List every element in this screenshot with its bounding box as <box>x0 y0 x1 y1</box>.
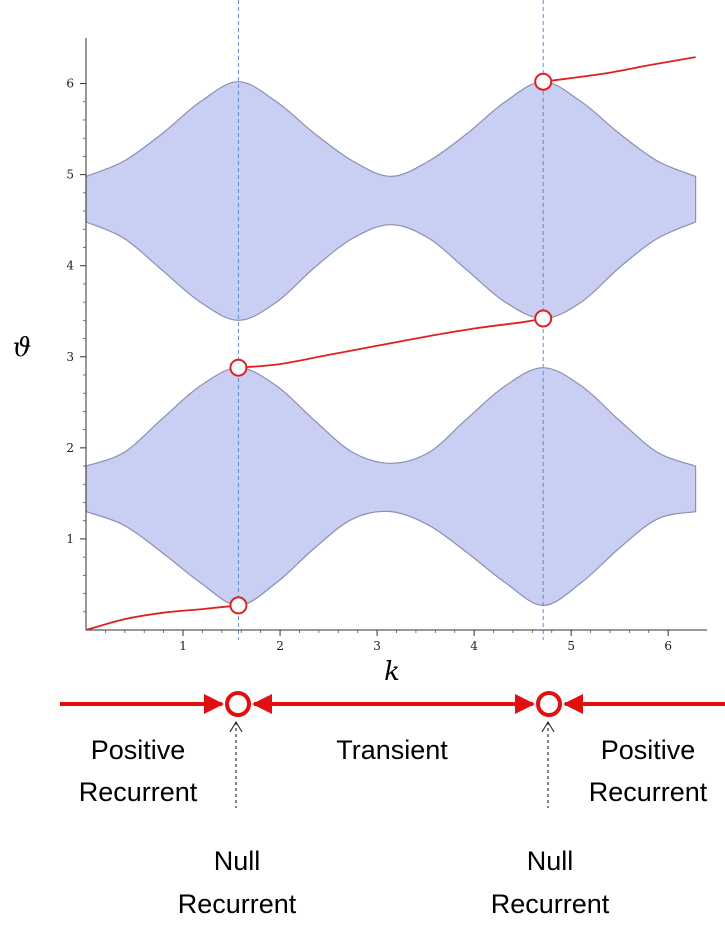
x-tick-label-1: 1 <box>179 639 187 653</box>
y-tick-label-3: 3 <box>66 350 74 364</box>
y-tick-label-5: 5 <box>66 168 74 182</box>
x-tick-label-5: 5 <box>567 639 575 653</box>
y-tick-label-6: 6 <box>66 77 74 91</box>
null-pointer-left-head <box>229 720 243 733</box>
null-point-left <box>225 691 251 717</box>
x-tick-label-6: 6 <box>664 639 672 653</box>
null-left-line1: Null <box>214 846 261 876</box>
band-edge-marker-4 <box>534 72 553 91</box>
null-point-right <box>536 691 562 717</box>
y-tick-label-1: 1 <box>66 532 74 546</box>
eigen-curve-1 <box>85 604 239 631</box>
eigen-curve-3 <box>543 56 696 83</box>
curves-layer <box>85 56 696 631</box>
y-axis-label: ϑ <box>13 333 32 363</box>
region-right-line1: Positive <box>601 735 696 765</box>
band-edge-marker-3 <box>534 309 553 328</box>
axes-layer: 1 2 3 4 5 6 1 2 3 4 5 6 <box>66 38 707 653</box>
null-right-line1: Null <box>527 846 574 876</box>
x-axis-label: k <box>384 657 400 687</box>
band-edge-marker-2 <box>229 358 248 377</box>
y-tick-label-2: 2 <box>66 441 74 455</box>
vlines-layer <box>237 0 544 640</box>
null-right-line2: Recurrent <box>491 889 610 919</box>
band-edge-marker-1 <box>229 596 248 615</box>
region-middle-line1: Transient <box>336 735 448 765</box>
region-labels: Positive Recurrent Transient Positive Re… <box>79 735 708 919</box>
region-left-line1: Positive <box>91 735 186 765</box>
markers-layer <box>229 72 553 615</box>
null-pointer-right-head <box>541 720 555 733</box>
phase-line <box>60 691 725 808</box>
region-left-line2: Recurrent <box>79 777 198 807</box>
x-tick-label-3: 3 <box>373 639 381 653</box>
region-right-line2: Recurrent <box>589 777 708 807</box>
band-2 <box>85 81 697 321</box>
null-left-line2: Recurrent <box>178 889 297 919</box>
x-tick-label-2: 2 <box>276 639 284 653</box>
band-1 <box>85 367 697 607</box>
plot-area: 1 2 3 4 5 6 1 2 3 4 5 6 <box>66 0 707 653</box>
x-tick-label-4: 4 <box>470 639 478 653</box>
eigen-curve-2 <box>238 317 544 369</box>
y-tick-label-4: 4 <box>66 259 74 273</box>
